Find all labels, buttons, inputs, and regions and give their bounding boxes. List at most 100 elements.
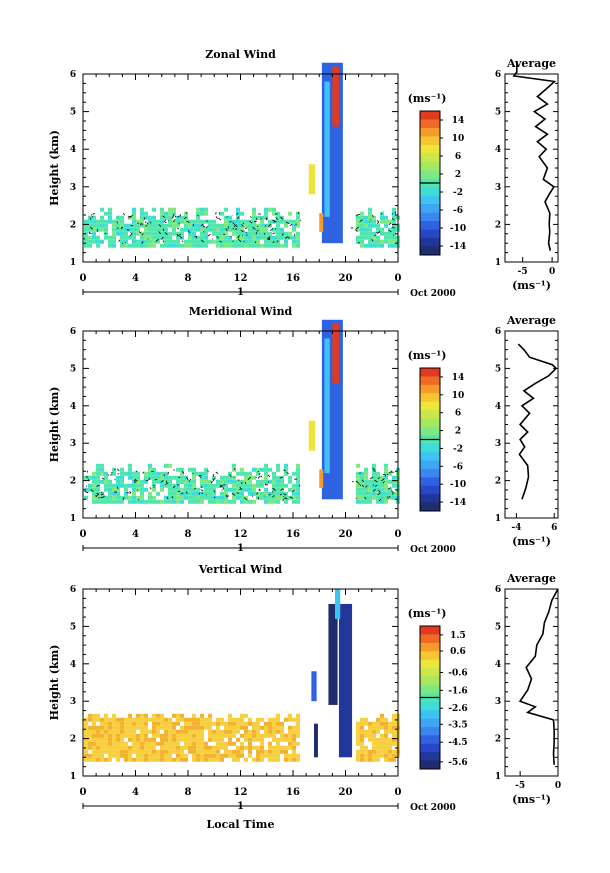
x-tick-label: 0 (395, 787, 402, 798)
heatmap-cell (360, 717, 364, 722)
heatmap-cell (264, 235, 268, 240)
heatmap-cell (264, 491, 268, 496)
heatmap-cell (164, 495, 168, 500)
heatmap-cell (388, 753, 392, 758)
heatmap-cell (256, 729, 260, 734)
heatmap-cell (192, 713, 196, 718)
heatmap-cell (220, 235, 224, 240)
colorbar-segment (420, 651, 440, 661)
heatmap-cell (296, 467, 300, 472)
heatmap-cell (212, 753, 216, 758)
heatmap-cell (168, 475, 172, 480)
contour-line (250, 216, 252, 218)
heatmap-cell (232, 495, 236, 500)
heatmap-cell (212, 729, 216, 734)
heatmap-cell (152, 231, 156, 236)
heatmap-cell (376, 239, 380, 244)
heatmap-cell (376, 475, 380, 480)
heatmap-cell (180, 495, 184, 500)
heatmap-cell (216, 741, 220, 746)
contour-line (257, 475, 261, 479)
heatmap-cell (260, 243, 264, 248)
heatmap-cell (152, 239, 156, 244)
heatmap-cell (176, 243, 180, 248)
heatmap-cell (236, 219, 240, 224)
contour-line (272, 495, 275, 498)
heatmap-cell (152, 475, 156, 480)
heatmap-cell (120, 231, 124, 236)
heatmap-cell (388, 725, 392, 730)
heatmap-cell (176, 495, 180, 500)
heatmap-cell (208, 483, 212, 488)
colorbar-segment (420, 204, 440, 214)
heatmap-cell (280, 745, 284, 750)
heatmap-cell (280, 243, 284, 248)
colorbar-segment (420, 229, 440, 239)
heatmap-cell (204, 239, 208, 244)
heatmap-cell (100, 491, 104, 496)
heatmap-cell (228, 713, 232, 718)
heatmap-cell (356, 219, 360, 224)
heatmap-cell (156, 479, 160, 484)
heatmap-cell (112, 239, 116, 244)
heatmap-cell (120, 729, 124, 734)
heatmap-cell (176, 745, 180, 750)
heatmap-cell (192, 235, 196, 240)
contour-line (92, 212, 96, 215)
heatmap-cell (220, 495, 224, 500)
heatmap-cell (192, 729, 196, 734)
heatmap-cell (228, 499, 232, 504)
heatmap-cell (156, 475, 160, 480)
heatmap-cell (252, 467, 256, 472)
heatmap-cell (244, 239, 248, 244)
contour-line (255, 232, 258, 235)
heatmap-cell (288, 479, 292, 484)
heatmap-cell (188, 729, 192, 734)
heatmap-cell (260, 479, 264, 484)
heatmap-cell (220, 737, 224, 742)
heatmap-cell (212, 483, 216, 488)
heatmap-cell (176, 753, 180, 758)
contour-line (199, 476, 202, 478)
heatmap-cell (192, 483, 196, 488)
heatmap-cell (148, 729, 152, 734)
heatmap-cell (84, 475, 88, 480)
heatmap-cell (260, 717, 264, 722)
heatmap-cell (276, 239, 280, 244)
heatmap-cell (168, 745, 172, 750)
average-frame (504, 330, 559, 519)
heatmap-cell (112, 483, 116, 488)
heatmap-cell (104, 223, 108, 228)
heatmap-cell (112, 227, 116, 232)
contour-line (213, 490, 216, 493)
heatmap-cell (200, 495, 204, 500)
heatmap-cell (216, 757, 220, 762)
heatmap-cell (192, 231, 196, 236)
day-label: 1 (237, 801, 244, 812)
colorbar-segment (420, 127, 440, 137)
heatmap-cell (108, 745, 112, 750)
heatmap-cell (360, 733, 364, 738)
heatmap-cell (200, 737, 204, 742)
heatmap-cell (384, 729, 388, 734)
heatmap-cell (212, 721, 216, 726)
heatmap-cell (360, 239, 364, 244)
heatmap-cell (288, 717, 292, 722)
x-axis-label: Local Time (207, 818, 275, 831)
heatmap-cell (368, 749, 372, 754)
heatmap-cell (196, 235, 200, 240)
heatmap-cell (280, 487, 284, 492)
heatmap-cell (384, 753, 388, 758)
heatmap-cell (96, 749, 100, 754)
heatmap-cell (280, 737, 284, 742)
heatmap-cell (388, 227, 392, 232)
heatmap-cell (156, 721, 160, 726)
heatmap-cell (260, 725, 264, 730)
heatmap-cell (200, 207, 204, 212)
heatmap-cell (392, 219, 396, 224)
heatmap-cell (120, 733, 124, 738)
heatmap-cell (104, 475, 108, 480)
heatmap-cell (140, 713, 144, 718)
heatmap-cell (108, 243, 112, 248)
